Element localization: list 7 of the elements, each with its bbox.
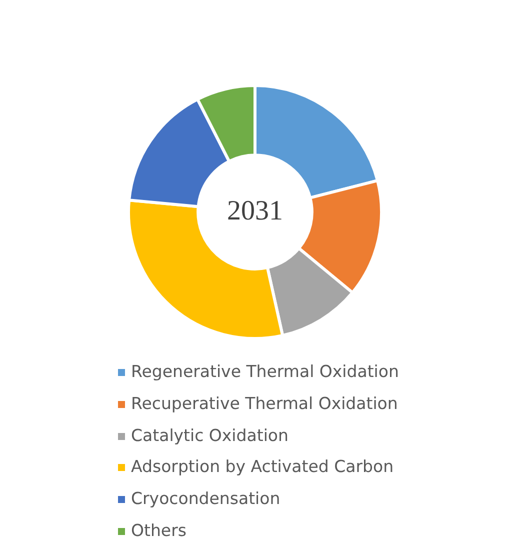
text: 2031 <box>227 195 283 226</box>
legend-label: Catalytic Oxidation <box>130 424 290 447</box>
legend-label: Recuperative Thermal Oxidation <box>130 392 399 415</box>
legend-label: Adsorption by Activated Carbon <box>130 456 395 478</box>
legend-label: Cryocondensation <box>130 488 282 510</box>
legend-label: Others <box>130 520 188 542</box>
legend-label: Regenerative Thermal Oxidation <box>130 361 399 383</box>
